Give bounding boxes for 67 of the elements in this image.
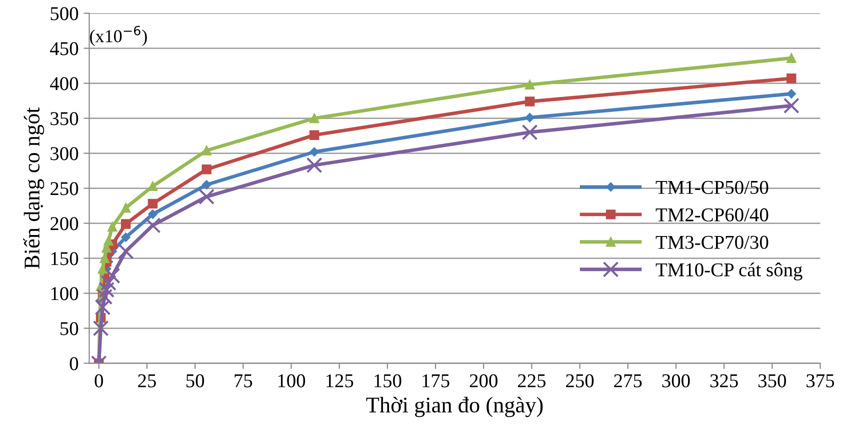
point: [121, 232, 130, 242]
point: [783, 98, 800, 114]
point: [104, 236, 114, 246]
x-tick-label: 50: [186, 374, 204, 388]
point: [118, 243, 134, 260]
y-tick-label: 500: [50, 7, 78, 20]
y-tick-label: 400: [50, 77, 78, 90]
point: [94, 299, 111, 316]
point: [309, 113, 320, 124]
point: [100, 274, 116, 291]
x-tick-label: 175: [422, 374, 450, 388]
point: [98, 282, 115, 298]
point: [96, 288, 113, 305]
legend-label: TM2-CP60/40: [656, 208, 768, 222]
point: [120, 219, 131, 229]
x-tick-label: 325: [710, 374, 738, 388]
y-tick-label: 450: [50, 42, 78, 56]
point: [92, 320, 109, 336]
point: [309, 130, 320, 140]
point: [120, 203, 131, 213]
y-tick-label: 100: [51, 287, 78, 300]
x-tick-label: 300: [662, 374, 690, 388]
y-axis-title: Biến dạng co ngót: [23, 107, 44, 269]
legend-label: TM10-CP cát sông: [656, 262, 802, 280]
point: [310, 147, 319, 156]
point: [100, 253, 110, 264]
legend-label: TM3-CP70/30: [656, 236, 768, 249]
point: [107, 222, 118, 232]
x-tick-label: 0: [94, 374, 103, 388]
x-tick-label: 125: [326, 374, 354, 388]
point: [148, 198, 158, 209]
x-tick-label: 375: [806, 374, 834, 388]
point: [786, 53, 796, 63]
point: [524, 96, 535, 106]
x-tick-label: 75: [234, 374, 252, 388]
point: [98, 264, 108, 274]
point: [525, 112, 534, 122]
x-tick-label: 200: [470, 374, 498, 388]
y-tick-label: 250: [50, 182, 78, 196]
point: [144, 217, 161, 234]
point: [522, 124, 538, 140]
y-tick-label: 0: [70, 357, 78, 370]
y-tick-label: 150: [51, 252, 78, 266]
point: [202, 146, 212, 156]
point: [786, 89, 796, 98]
y-tick-label: 300: [50, 147, 78, 160]
x-tick-label: 150: [374, 374, 402, 388]
legend-label: TM1-CP50/50: [656, 180, 768, 194]
point: [148, 210, 158, 219]
point: [202, 180, 212, 190]
annotation: (x10$^{−6}$): [90, 26, 147, 46]
x-tick-label: 350: [758, 374, 786, 388]
point: [306, 157, 322, 174]
point: [198, 188, 215, 205]
point: [786, 74, 796, 84]
x-tick-label: 250: [566, 374, 594, 388]
x-axis-title: Thời gian đo (ngày): [366, 396, 543, 418]
y-tick-label: 50: [60, 322, 78, 336]
x-tick-label: 225: [518, 374, 546, 388]
x-tick-label: 100: [278, 374, 306, 388]
y-tick-label: 350: [50, 112, 78, 126]
x-tick-label: 25: [138, 374, 156, 388]
x-tick-label: 275: [614, 374, 642, 388]
point: [524, 80, 535, 90]
point: [202, 164, 212, 174]
point: [104, 268, 120, 284]
y-tick-label: 200: [50, 217, 78, 230]
